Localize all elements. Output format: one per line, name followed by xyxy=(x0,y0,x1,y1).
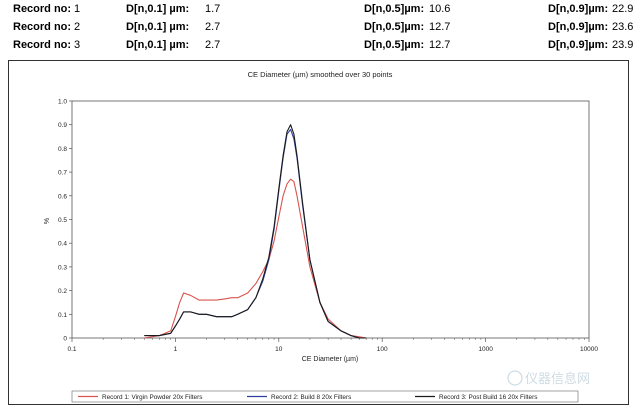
series-line xyxy=(144,124,367,339)
d50-value: 12.7 xyxy=(429,39,451,51)
y-tick-label: 0.1 xyxy=(58,312,67,319)
y-tick-label: 0 xyxy=(63,336,67,343)
chart-title: CE Diameter (µm) smoothed over 30 points xyxy=(248,70,393,79)
x-tick-label: 10 xyxy=(275,346,283,353)
summary-row-2: Record no: 2 D[n,0.1] µm: 2.7 D[n,0.5]µm… xyxy=(0,21,638,38)
plot-frame xyxy=(71,100,590,339)
record-label: Record no: xyxy=(13,21,72,33)
watermark-logo-icon xyxy=(507,370,523,386)
record-number: 2 xyxy=(74,21,81,33)
chart-panel: CE Diameter (µm) smoothed over 30 points… xyxy=(8,60,629,405)
y-tick-label: 1.0 xyxy=(58,99,67,106)
axes: 00.10.20.30.40.50.60.70.80.91.00.1 1 10 100… xyxy=(58,99,598,354)
y-tick-label: 0.7 xyxy=(58,170,67,177)
d50-label: D[n,0.5]µm: xyxy=(364,21,425,33)
y-tick-label: 0.3 xyxy=(58,264,67,271)
legend-box xyxy=(71,390,579,403)
x-tick-label: 1000 xyxy=(478,346,493,353)
d10-value: 1.7 xyxy=(205,3,221,15)
d50-value: 10.6 xyxy=(429,3,451,15)
y-tick-label: 0.2 xyxy=(58,288,67,295)
x-tick-label: 10000 xyxy=(580,346,598,353)
chart-svg: CE Diameter (µm) smoothed over 30 points… xyxy=(44,70,598,403)
series-line xyxy=(144,178,367,339)
x-tick-label: 1 xyxy=(174,346,178,353)
d50-label: D[n,0.5]µm: xyxy=(364,3,425,15)
d50-label: D[n,0.5]µm: xyxy=(364,39,425,51)
d10-value: 2.7 xyxy=(205,21,221,33)
y-tick-label: 0.6 xyxy=(58,193,67,200)
y-tick-label: 0.4 xyxy=(58,241,67,248)
x-axis-label: CE Diameter (µm) xyxy=(302,356,359,363)
watermark: 仪器信息网 xyxy=(507,370,590,386)
d10-value: 2.7 xyxy=(205,39,221,51)
d10-label: D[n,0.1] µm: xyxy=(126,39,190,51)
legend-label: Record 2: Build 8 20x Filters xyxy=(271,394,351,401)
d90-label: D[n,0.9]µm: xyxy=(548,21,609,33)
d10-label: D[n,0.1] µm: xyxy=(126,3,190,15)
d10-label: D[n,0.1] µm: xyxy=(126,21,190,33)
record-number: 1 xyxy=(74,3,81,15)
y-tick-label: 0.8 xyxy=(58,146,67,153)
d90-value: 23.6 xyxy=(612,21,634,33)
d90-label: D[n,0.9]µm: xyxy=(548,39,609,51)
legend-label: Record 1: Virgin Powder 20x Filters xyxy=(102,394,202,401)
plot-area xyxy=(71,100,590,339)
d90-label: D[n,0.9]µm: xyxy=(548,3,609,15)
x-tick-label: 100 xyxy=(377,346,388,353)
series-line xyxy=(144,128,367,339)
record-label: Record no: xyxy=(13,3,72,15)
y-tick-label: 0.9 xyxy=(58,122,67,129)
x-tick-label: 0.1 xyxy=(67,346,76,353)
summary-row-1: Record no: 1 D[n,0.1] µm: 1.7 D[n,0.5]µm… xyxy=(0,3,638,20)
d90-value: 22.9 xyxy=(612,3,634,15)
record-label: Record no: xyxy=(13,39,72,51)
legend-label: Record 3: Post Build 16 20x Filters xyxy=(439,394,537,401)
legend: Record 1: Virgin Powder 20x Filters Recor… xyxy=(71,390,579,403)
summary-row-3: Record no: 3 D[n,0.1] µm: 2.7 D[n,0.5]µm… xyxy=(0,39,638,56)
d50-value: 12.7 xyxy=(429,21,451,33)
d90-value: 23.9 xyxy=(612,39,634,51)
watermark-text: 仪器信息网 xyxy=(525,371,590,386)
y-axis-label: % xyxy=(44,218,51,224)
series-lines xyxy=(144,124,367,339)
record-number: 3 xyxy=(74,39,81,51)
y-tick-label: 0.5 xyxy=(58,217,67,224)
